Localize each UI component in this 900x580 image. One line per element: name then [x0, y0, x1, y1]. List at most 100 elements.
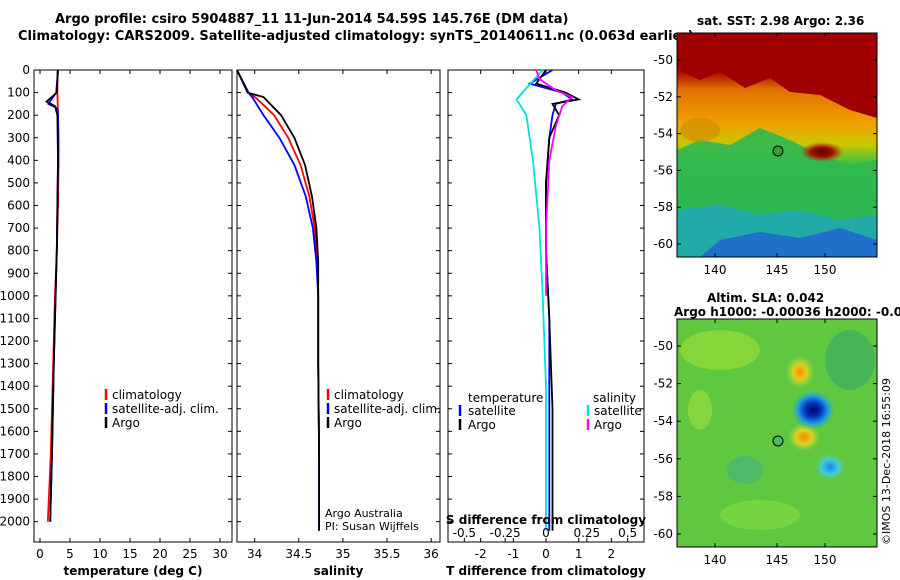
- depth-tick-label: 300: [7, 131, 30, 145]
- source-note: PI: Susan Wijffels: [325, 520, 419, 533]
- sst-map: -50 -52 -54 -56 -58 -60 140 145 150: [653, 32, 878, 277]
- difference-xtick-label: 0: [542, 547, 550, 561]
- difference-series-salinity-argo: [535, 69, 574, 296]
- map-ytick-label: -50: [653, 339, 673, 353]
- sla-map-title-1: Altim. SLA: 0.042: [707, 291, 825, 305]
- salinity-xtick-label: 34.5: [285, 547, 312, 561]
- salinity-xtick-label: 34: [247, 547, 262, 561]
- temperature-frame: [33, 69, 233, 543]
- depth-tick-label: 2000: [0, 515, 30, 529]
- depth-tick-label: 500: [7, 176, 30, 190]
- salinity-series-argo: [236, 69, 321, 531]
- depth-tick-label: 1100: [0, 311, 30, 325]
- diff-legend-temperature-label: satellite: [468, 404, 516, 418]
- salinity-xtick-label: 36: [424, 547, 439, 561]
- salinity-xtick-label: 35: [335, 547, 350, 561]
- panel-salinity: 34 34.5 35 35.5 36 salinity climatologysatelli…: [236, 69, 441, 578]
- profile-panels: 0100200300400500600700800900100011001200…: [0, 63, 646, 578]
- depth-tick-label: 1400: [0, 379, 30, 393]
- header-line-1: Argo profile: csiro 5904887_11 11-Jun-20…: [55, 12, 569, 27]
- temperature-legend-label: satellite-adj. clim.: [112, 402, 219, 416]
- temperature-xlabel: temperature (deg C): [64, 564, 203, 578]
- sst-argo-marker: [772, 145, 784, 157]
- temperature-series-argo: [45, 69, 59, 522]
- depth-tick-label: 400: [7, 153, 30, 167]
- map-xtick-label: 140: [704, 263, 727, 277]
- map-xtick-label: 140: [704, 553, 727, 567]
- salinity-xtick-label: 35.5: [374, 547, 401, 561]
- temperature-legend-label: climatology: [112, 388, 182, 402]
- sla-argo-marker: [772, 435, 784, 447]
- difference-xlabel: T difference from climatology: [446, 564, 646, 578]
- difference-series-temperature-satellite: [527, 69, 575, 531]
- depth-tick-label: 1700: [0, 447, 30, 461]
- salinity-xlabel: salinity: [314, 564, 364, 578]
- panel-difference: -2 -1 0 1 2 T difference from climatology temp…: [446, 69, 646, 578]
- sla-map-title-2: Argo h1000: -0.00036 h2000: -0.005: [674, 305, 900, 319]
- depth-tick-label: 1900: [0, 492, 30, 506]
- depth-tick-label: 900: [7, 266, 30, 280]
- salinity-legend-label: satellite-adj. clim.: [334, 402, 441, 416]
- map-ytick-label: -54: [653, 127, 673, 141]
- panel-temperature: 0 100 200 300 400 500 600 700 800 900 1000 1100 1200…: [0, 63, 233, 578]
- diff-legend-salinity-label: satellite: [594, 404, 642, 418]
- map-ytick-label: -56: [653, 163, 673, 177]
- temperature-xtick-label: 30: [212, 547, 227, 561]
- diff-s-tick-label: -0.5: [453, 526, 476, 540]
- watermark: ©IMOS 13-Dec-2018 16:55:09: [880, 378, 893, 545]
- map-xtick-label: 150: [814, 553, 837, 567]
- diff-s-tick-label: -0.25: [490, 526, 521, 540]
- header-line-2: Climatology: CARS2009. Satellite-adjuste…: [18, 29, 694, 44]
- depth-tick-label: 200: [7, 108, 30, 122]
- map-ytick-label: -52: [653, 377, 673, 391]
- diff-s-axis-label: S difference from climatology: [446, 513, 646, 527]
- diff-s-tick-label: 0.25: [573, 526, 600, 540]
- map-xtick-label: 150: [814, 263, 837, 277]
- temperature-xtick-label: 0: [36, 547, 44, 561]
- depth-tick-label: 100: [7, 86, 30, 100]
- salinity-series-climatology: [236, 69, 321, 531]
- depth-tick-label: 1600: [0, 424, 30, 438]
- diff-s-tick-label: 0.5: [618, 526, 637, 540]
- depth-tick-label: 1200: [0, 334, 30, 348]
- map-xtick-label: 145: [766, 263, 789, 277]
- temperature-xtick-label: 10: [92, 547, 107, 561]
- map-ytick-label: -50: [653, 53, 673, 67]
- map-ytick-label: -56: [653, 452, 673, 466]
- map-xtick-label: 145: [766, 553, 789, 567]
- depth-tick-label: 1000: [0, 289, 30, 303]
- difference-xtick-label: -1: [507, 547, 519, 561]
- temperature-legend-label: Argo: [112, 416, 140, 430]
- difference-series-salinity-satellite: [515, 69, 547, 531]
- difference-xtick-label: 1: [575, 547, 583, 561]
- depth-tick-label: 800: [7, 244, 30, 258]
- temperature-xtick-label: 5: [66, 547, 74, 561]
- temperature-xtick-label: 25: [182, 547, 197, 561]
- depth-tick-label: 1500: [0, 402, 30, 416]
- difference-xtick-label: 2: [608, 547, 616, 561]
- diff-legend-salinity-label: Argo: [594, 418, 622, 432]
- salinity-legend-label: climatology: [334, 388, 404, 402]
- map-ytick-label: -52: [653, 90, 673, 104]
- sla-map-axes: -50 -52 -54 -56 -58 -60 140 145 150: [653, 319, 877, 567]
- map-ytick-label: -58: [653, 489, 673, 503]
- salinity-frame: [236, 69, 441, 543]
- depth-tick-label: 1300: [0, 357, 30, 371]
- depth-tick-label: 700: [7, 221, 30, 235]
- depth-tick-label: 1800: [0, 470, 30, 484]
- map-ytick-label: -60: [653, 237, 673, 251]
- temperature-series-satellite-adj-clim-: [47, 69, 59, 522]
- map-ytick-label: -54: [653, 414, 673, 428]
- temperature-xtick-label: 15: [122, 547, 137, 561]
- depth-tick-label: 600: [7, 199, 30, 213]
- diff-legend-temperature-label: Argo: [468, 418, 496, 432]
- salinity-legend-label: Argo: [334, 416, 362, 430]
- salinity-series-satellite-adj-clim-: [236, 69, 321, 531]
- difference-xtick-label: -2: [475, 547, 487, 561]
- difference-series-temperature-argo: [534, 69, 582, 531]
- diff-s-tick-label: 0: [542, 526, 550, 540]
- diff-legend-temperature-title: temperature: [468, 391, 543, 405]
- sst-map-title: sat. SST: 2.98 Argo: 2.36: [697, 14, 865, 28]
- temperature-xtick-label: 20: [152, 547, 167, 561]
